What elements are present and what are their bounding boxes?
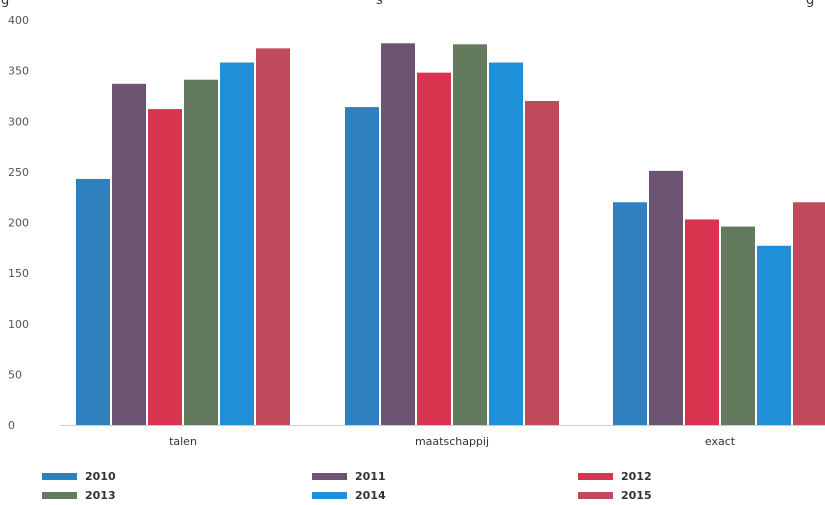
bar-maatschappij-2012 bbox=[417, 72, 451, 426]
legend-swatch bbox=[312, 492, 347, 499]
cut-header-text-right: g bbox=[806, 0, 814, 8]
bar-talen-2015 bbox=[256, 48, 290, 425]
bar-talen-2014 bbox=[220, 62, 254, 426]
legend-swatch bbox=[578, 492, 613, 499]
legend-item-2013: 2013 bbox=[42, 489, 116, 502]
bar-exact-2015 bbox=[793, 202, 825, 425]
y-axis: 0 50 100 150 200 250 300 350 400 bbox=[8, 14, 29, 432]
bar-maatschappij-2014 bbox=[489, 62, 523, 426]
legend-swatch bbox=[42, 473, 77, 480]
bar-maatschappij-2013 bbox=[453, 44, 487, 426]
bar-exact-2011 bbox=[649, 170, 683, 425]
legend: 2010 2011 2012 2013 2014 2015 bbox=[42, 470, 652, 502]
bar-exact-2010 bbox=[613, 202, 647, 425]
x-category-label: talen bbox=[169, 435, 197, 448]
cut-header-text-middle: s bbox=[376, 0, 383, 8]
bars bbox=[76, 43, 825, 426]
legend-item-2011: 2011 bbox=[312, 470, 386, 483]
y-tick-label: 100 bbox=[8, 318, 29, 331]
legend-label: 2011 bbox=[355, 470, 386, 483]
legend-item-2014: 2014 bbox=[312, 489, 386, 502]
legend-label: 2014 bbox=[355, 489, 386, 502]
legend-label: 2013 bbox=[85, 489, 116, 502]
bar-maatschappij-2011 bbox=[381, 43, 415, 425]
legend-swatch bbox=[312, 473, 347, 480]
legend-item-2012: 2012 bbox=[578, 470, 652, 483]
x-category-label: maatschappij bbox=[415, 435, 489, 448]
bar-group-exact bbox=[613, 170, 825, 425]
x-axis: talen maatschappij exact bbox=[169, 435, 736, 448]
bar-talen-2013 bbox=[184, 79, 218, 426]
legend-swatch bbox=[42, 492, 77, 499]
y-tick-label: 400 bbox=[8, 14, 29, 27]
legend-item-2010: 2010 bbox=[42, 470, 116, 483]
bar-group-talen bbox=[76, 48, 290, 426]
y-tick-label: 300 bbox=[8, 115, 29, 128]
y-tick-label: 0 bbox=[8, 419, 15, 432]
legend-label: 2010 bbox=[85, 470, 116, 483]
legend-item-2015: 2015 bbox=[578, 489, 652, 502]
bar-talen-2012 bbox=[148, 109, 182, 425]
bar-exact-2014 bbox=[757, 245, 791, 425]
bar-group-maatschappij bbox=[345, 43, 559, 426]
y-tick-label: 250 bbox=[8, 166, 29, 179]
legend-label: 2015 bbox=[621, 489, 652, 502]
bar-maatschappij-2015 bbox=[525, 101, 559, 425]
bar-exact-2012 bbox=[685, 219, 719, 425]
y-tick-label: 50 bbox=[8, 368, 22, 381]
y-tick-label: 150 bbox=[8, 267, 29, 280]
legend-swatch bbox=[578, 473, 613, 480]
bar-exact-2013 bbox=[721, 226, 755, 425]
bar-talen-2010 bbox=[76, 178, 110, 425]
y-tick-label: 350 bbox=[8, 65, 29, 78]
legend-label: 2012 bbox=[621, 470, 652, 483]
bar-talen-2011 bbox=[112, 83, 146, 425]
y-tick-label: 200 bbox=[8, 217, 29, 230]
bar-maatschappij-2010 bbox=[345, 107, 379, 425]
x-category-label: exact bbox=[705, 435, 736, 448]
cut-header-text-left: g bbox=[1, 0, 9, 8]
